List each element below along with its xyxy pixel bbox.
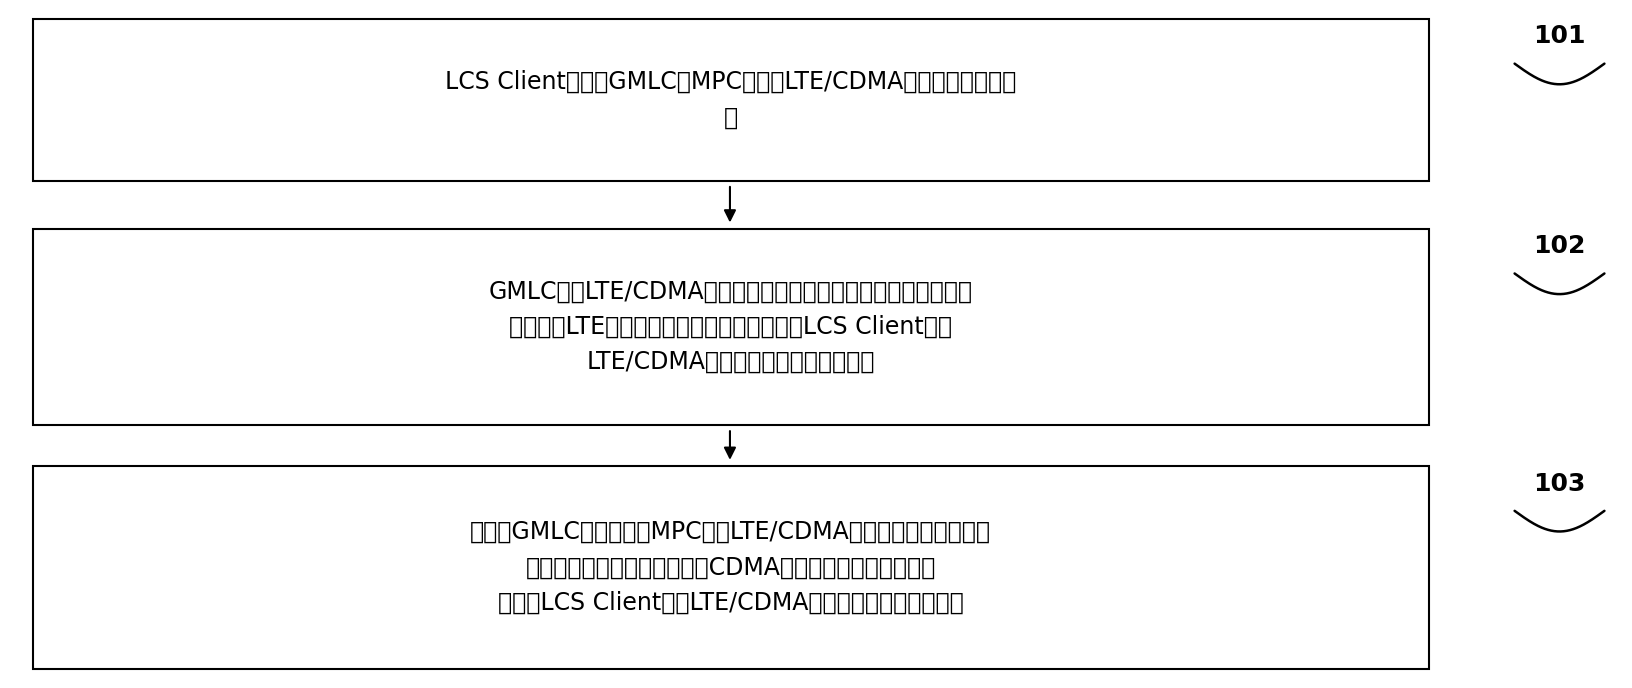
Text: GMLC基于LTE/CDMA双模终端的第一定位业务路由信息发起基于
控制面的LTE定位流程，并在定位成功时，向LCS Client返回
LTE/CDMA双模终端: GMLC基于LTE/CDMA双模终端的第一定位业务路由信息发起基于 控制面的LT…	[488, 279, 973, 374]
FancyBboxPatch shape	[33, 19, 1428, 180]
Text: 102: 102	[1532, 234, 1585, 258]
Text: 响应于GMLC定位失败，MPC基于LTE/CDMA双模终端的第二定位业
务路由信息发起基于用户面的CDMA定位流程，并在定位成功
时，向LCS Client返回: 响应于GMLC定位失败，MPC基于LTE/CDMA双模终端的第二定位业 务路由信…	[470, 520, 991, 615]
Text: 103: 103	[1532, 472, 1585, 495]
FancyBboxPatch shape	[33, 228, 1428, 424]
FancyBboxPatch shape	[33, 466, 1428, 669]
Text: 101: 101	[1532, 24, 1585, 48]
Text: LCS Client分别向GMLC与MPC发起对LTE/CDMA双模终端的定位请
求: LCS Client分别向GMLC与MPC发起对LTE/CDMA双模终端的定位请…	[446, 70, 1015, 129]
